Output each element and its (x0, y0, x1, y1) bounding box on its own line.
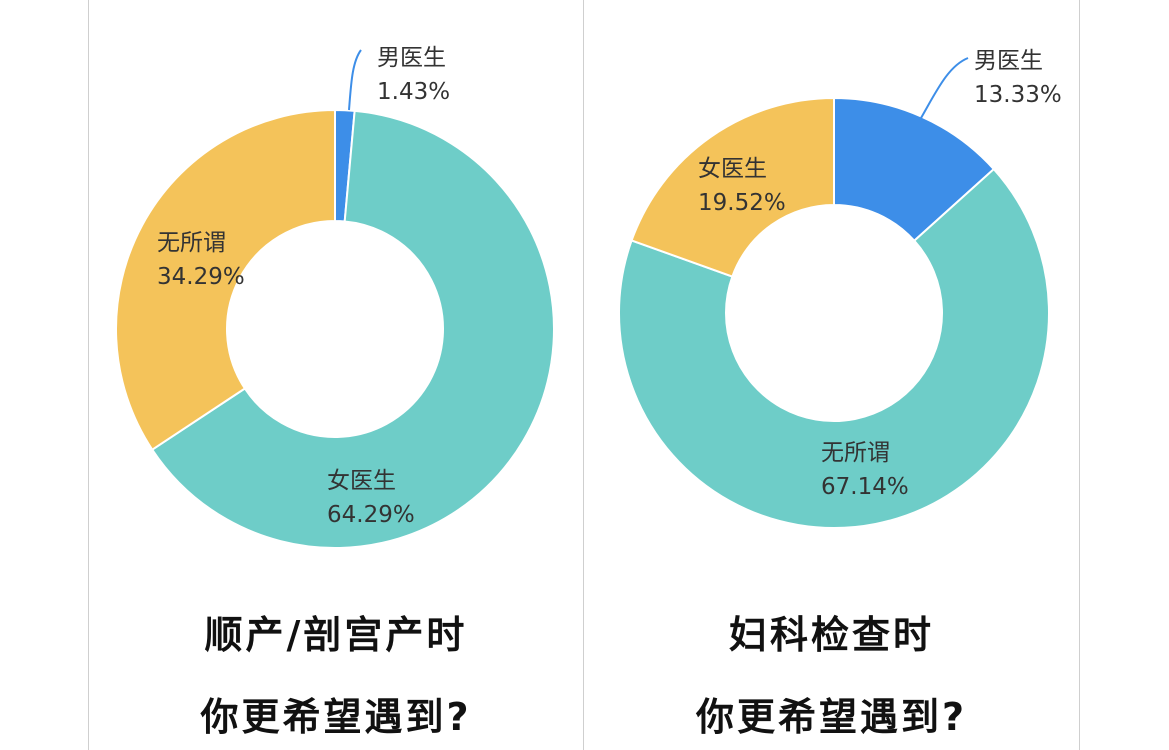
donut-slice (618, 167, 1050, 529)
slice-label-name: 男医生 (377, 45, 446, 71)
chart-panel-gynecology: 男医生 13.33% 无所谓 67.14% 女医生 19.52% 妇科检查时 你更希望遇到… (584, 0, 1080, 750)
donut-slice (115, 108, 336, 452)
slice-label-value: 64.29% (327, 502, 415, 528)
slice-label-value: 1.43% (377, 79, 450, 105)
label-leader-line (348, 49, 362, 111)
slice-label-name: 女医生 (698, 156, 767, 182)
chart-panel-delivery: 男医生 1.43% 女医生 64.29% 无所谓 34.29% 顺产/剖宫产时 你更希望遇… (88, 0, 584, 750)
slice-label-name: 无所谓 (157, 230, 226, 256)
chart-caption-line2: 你更希望遇到? (200, 695, 472, 739)
slice-label-name: 女医生 (327, 468, 396, 494)
chart-caption-line2: 你更希望遇到? (695, 695, 968, 739)
slice-label-name: 无所谓 (821, 440, 890, 466)
slice-label-value: 19.52% (698, 190, 786, 216)
slice-label-value: 67.14% (821, 474, 909, 500)
donut-chart-delivery: 男医生 1.43% 女医生 64.29% 无所谓 34.29% (115, 45, 555, 549)
slice-label-value: 34.29% (157, 264, 245, 290)
donut-chart-gynecology: 男医生 13.33% 无所谓 67.14% 女医生 19.52% (618, 48, 1062, 529)
donut-slice (150, 109, 555, 549)
label-leader-line (920, 57, 969, 119)
chart-caption-line1: 顺产/剖宫产时 (204, 613, 468, 657)
slice-label-name: 男医生 (974, 48, 1043, 74)
slice-label-value: 13.33% (974, 82, 1062, 108)
donut-slice (630, 96, 835, 278)
chart-caption-line1: 妇科检查时 (728, 613, 934, 657)
